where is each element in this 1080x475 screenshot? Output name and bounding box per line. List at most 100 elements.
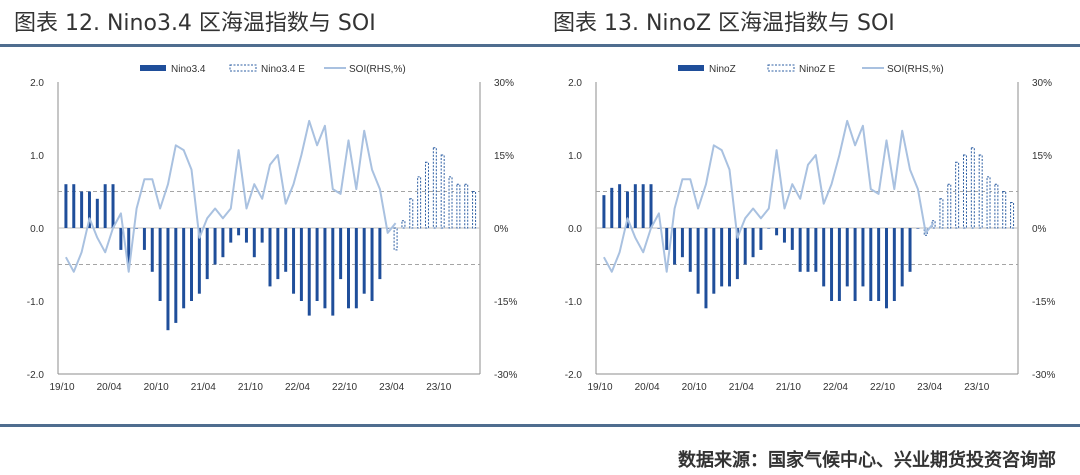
bar bbox=[618, 184, 622, 228]
bar bbox=[892, 228, 896, 301]
bar bbox=[166, 228, 170, 331]
forecast-bar bbox=[464, 183, 469, 229]
forecast-bar bbox=[401, 220, 406, 229]
legend-swatch-forecast bbox=[767, 64, 795, 72]
soi-line bbox=[65, 119, 397, 273]
bar bbox=[767, 228, 771, 229]
chart-title-right: 图表 13. NinoZ 区海温指数与 SOI bbox=[553, 11, 895, 36]
forecast-bar bbox=[994, 183, 999, 229]
bar bbox=[190, 228, 194, 301]
x-tick-label: 23/10 bbox=[964, 382, 989, 393]
bar bbox=[916, 228, 920, 229]
bar bbox=[213, 228, 217, 265]
x-tick-label: 20/04 bbox=[635, 382, 660, 393]
y-right-tick-label: -30% bbox=[494, 370, 517, 381]
forecast-bar bbox=[1010, 201, 1015, 229]
bar bbox=[704, 228, 708, 309]
bottom-rule bbox=[0, 424, 1080, 427]
forecast-bar bbox=[409, 198, 414, 229]
bar bbox=[315, 228, 319, 301]
bar bbox=[119, 228, 123, 250]
bar bbox=[845, 228, 849, 287]
y-right-tick-label: 0% bbox=[494, 224, 509, 235]
bar bbox=[323, 228, 327, 309]
y-right-tick-label: 30% bbox=[494, 78, 514, 89]
y-left-tick-label: 2.0 bbox=[568, 78, 582, 89]
bar bbox=[751, 228, 755, 258]
forecast-bar bbox=[947, 183, 952, 229]
y-right-tick-label: -15% bbox=[1032, 297, 1055, 308]
forecast-bar bbox=[986, 176, 991, 229]
forecast-bar bbox=[448, 176, 453, 229]
x-tick-label: 21/10 bbox=[776, 382, 801, 393]
forecast-bar bbox=[1002, 191, 1007, 229]
y-left-tick-label: 0.0 bbox=[568, 224, 582, 235]
x-tick-label: 21/10 bbox=[238, 382, 263, 393]
y-right-tick-label: -15% bbox=[494, 297, 517, 308]
forecast-bar bbox=[424, 161, 429, 229]
bar bbox=[95, 198, 99, 228]
bar bbox=[378, 228, 382, 280]
legend-swatch-bar bbox=[678, 65, 704, 71]
x-tick-label: 22/10 bbox=[870, 382, 895, 393]
bar bbox=[307, 228, 311, 316]
bar bbox=[775, 228, 779, 236]
bar bbox=[276, 228, 280, 280]
forecast-bar bbox=[432, 147, 437, 229]
forecast-bar bbox=[939, 198, 944, 229]
bar bbox=[362, 228, 366, 294]
bar bbox=[806, 228, 810, 272]
bar bbox=[150, 228, 154, 272]
x-tick-label: 22/04 bbox=[823, 382, 848, 393]
bar bbox=[673, 228, 677, 265]
bar bbox=[837, 228, 841, 301]
legend-label-bar: Nino3.4 bbox=[171, 64, 206, 75]
bar bbox=[830, 228, 834, 301]
x-tick-label: 22/04 bbox=[285, 382, 310, 393]
x-tick-label: 22/10 bbox=[332, 382, 357, 393]
legend-label-bar: NinoZ bbox=[709, 64, 736, 75]
bar bbox=[884, 228, 888, 309]
y-left-tick-label: -1.0 bbox=[27, 297, 45, 308]
bar bbox=[135, 228, 139, 229]
nino34-chart: 2.0 1.0 0.0 -1.0 -2.0 30% 15% 0% -15% -30% 19/10 20… bbox=[27, 64, 518, 393]
forecast-bar bbox=[417, 176, 422, 229]
bar bbox=[370, 228, 374, 301]
legend-swatch-forecast bbox=[229, 64, 257, 72]
bar bbox=[743, 228, 747, 265]
bar bbox=[728, 228, 732, 287]
x-tick-label: 20/04 bbox=[97, 382, 122, 393]
forecast-bar bbox=[970, 147, 975, 229]
bar bbox=[252, 228, 256, 258]
x-tick-label: 23/04 bbox=[917, 382, 942, 393]
legend-label-soi: SOI(RHS,%) bbox=[349, 64, 406, 75]
bar bbox=[688, 228, 692, 272]
y-left-tick-label: 2.0 bbox=[30, 78, 44, 89]
forecast-bar bbox=[962, 154, 967, 229]
bar bbox=[798, 228, 802, 272]
soi-line bbox=[603, 119, 935, 273]
bar bbox=[299, 228, 303, 301]
y-left-tick-label: 1.0 bbox=[30, 151, 44, 162]
bar bbox=[87, 191, 91, 228]
bar bbox=[853, 228, 857, 301]
x-tick-label: 21/04 bbox=[729, 382, 754, 393]
bar bbox=[244, 228, 248, 243]
bar bbox=[331, 228, 335, 316]
bar bbox=[80, 191, 84, 228]
y-right-tick-label: 15% bbox=[1032, 151, 1052, 162]
bar bbox=[696, 228, 700, 294]
legend-label-forecast: Nino3.4 E bbox=[261, 64, 305, 75]
bar bbox=[174, 228, 178, 323]
bar bbox=[861, 228, 865, 287]
x-tick-label: 19/10 bbox=[587, 382, 612, 393]
y-left-tick-label: -1.0 bbox=[565, 297, 583, 308]
ninoz-chart: 2.0 1.0 0.0 -1.0 -2.0 30% 15% 0% -15% -30% 19/10 20… bbox=[565, 64, 1056, 393]
bar bbox=[908, 228, 912, 272]
bar bbox=[665, 228, 669, 250]
bar bbox=[610, 187, 614, 228]
bar bbox=[641, 184, 645, 228]
bar bbox=[127, 228, 131, 265]
chart-title-left: 图表 12. Nino3.4 区海温指数与 SOI bbox=[14, 11, 376, 36]
y-right-tick-label: -30% bbox=[1032, 370, 1055, 381]
